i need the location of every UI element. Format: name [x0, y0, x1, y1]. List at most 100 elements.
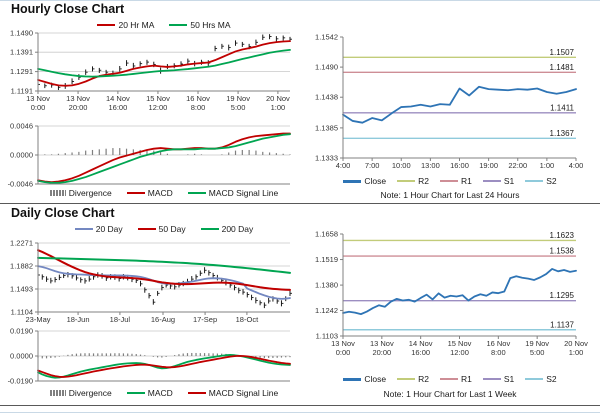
- legend-label: S1: [503, 374, 515, 384]
- svg-text:1.1481: 1.1481: [550, 63, 575, 72]
- svg-text:1.1490: 1.1490: [10, 29, 33, 38]
- weekly-pivot-note: Note: 1 Hour Chart for Last 1 Week: [383, 389, 517, 399]
- svg-text:1:00: 1:00: [271, 103, 286, 112]
- svg-text:1.1367: 1.1367: [550, 129, 575, 138]
- legend-label: S2: [546, 374, 557, 384]
- line-swatch: [525, 378, 544, 380]
- svg-text:5:00: 5:00: [231, 103, 246, 112]
- svg-text:1.1137: 1.1137: [550, 320, 574, 329]
- svg-text:16-Aug: 16-Aug: [151, 315, 175, 324]
- svg-text:13 Nov: 13 Nov: [331, 339, 355, 348]
- svg-text:1.1519: 1.1519: [315, 255, 338, 264]
- legend-label: Close: [364, 176, 387, 186]
- svg-text:16 Nov: 16 Nov: [186, 94, 210, 103]
- legend-item: Close: [343, 176, 386, 186]
- legend-label: S1: [503, 176, 515, 186]
- svg-text:16:00: 16:00: [411, 348, 430, 357]
- legend-label: MACD: [147, 188, 173, 198]
- svg-text:1.1411: 1.1411: [550, 103, 574, 112]
- legend-item: 20 Day: [74, 224, 123, 234]
- svg-text:1.1104: 1.1104: [11, 308, 33, 317]
- svg-text:18-Oct: 18-Oct: [236, 315, 259, 324]
- svg-text:12:00: 12:00: [149, 103, 168, 112]
- svg-text:-0.0046: -0.0046: [8, 180, 33, 189]
- svg-text:19 Nov: 19 Nov: [226, 94, 250, 103]
- svg-text:18-Jul: 18-Jul: [110, 315, 131, 324]
- legend-label: 20 Hr MA: [118, 20, 155, 30]
- svg-text:19 Nov: 19 Nov: [525, 339, 549, 348]
- line-swatch: [439, 378, 458, 380]
- hourly-macd-chart: 0.0046 0.0000 -0.0046: [8, 122, 291, 189]
- legend-item: Divergence: [49, 188, 112, 198]
- svg-text:1.1291: 1.1291: [10, 67, 33, 76]
- line-swatch: [397, 378, 416, 380]
- svg-text:1.1490: 1.1490: [315, 63, 338, 72]
- divergence-bars-swatch: [49, 390, 66, 396]
- legend-label: 50 Hrs MA: [190, 20, 231, 30]
- svg-text:13 Nov: 13 Nov: [370, 339, 394, 348]
- svg-text:15 Nov: 15 Nov: [448, 339, 472, 348]
- svg-text:17-Sep: 17-Sep: [193, 315, 217, 324]
- svg-text:0:00: 0:00: [336, 348, 351, 357]
- svg-text:20 Nov: 20 Nov: [266, 94, 290, 103]
- legend-label: Divergence: [68, 388, 112, 398]
- legend-item: R2: [397, 374, 429, 384]
- svg-text:14 Nov: 14 Nov: [409, 339, 433, 348]
- daily-macd-chart: 0.0190 0.0000 -0.0190: [8, 327, 291, 386]
- svg-text:16:00: 16:00: [450, 161, 469, 170]
- svg-text:1.1380: 1.1380: [315, 281, 338, 290]
- legend-item: R1: [439, 374, 472, 384]
- svg-text:4:00: 4:00: [336, 161, 351, 170]
- svg-text:1.1191: 1.1191: [11, 87, 33, 96]
- svg-text:14 Nov: 14 Nov: [106, 94, 130, 103]
- legend-item: 50 Day: [137, 224, 186, 234]
- svg-text:20:00: 20:00: [372, 348, 391, 357]
- svg-text:7:00: 7:00: [365, 161, 380, 170]
- legend-label: S2: [546, 176, 557, 186]
- legend-item: Close: [343, 374, 386, 384]
- legend-item: 20 Hr MA: [97, 20, 154, 30]
- svg-text:0.0000: 0.0000: [10, 352, 33, 361]
- line-swatch: [187, 392, 206, 394]
- svg-text:18-Jun: 18-Jun: [67, 315, 90, 324]
- svg-text:0.0046: 0.0046: [10, 122, 33, 131]
- svg-text:1.1103: 1.1103: [316, 332, 338, 341]
- bottom-divider: [0, 405, 600, 406]
- legend-item: 200 Day: [200, 224, 254, 234]
- svg-text:1.2271: 1.2271: [10, 239, 33, 248]
- svg-text:8:00: 8:00: [491, 348, 506, 357]
- legend-label: 200 Day: [221, 224, 254, 234]
- line-swatch: [482, 180, 501, 182]
- daily-chart-title: Daily Close Chart: [11, 206, 115, 220]
- legend-item: S2: [525, 176, 557, 186]
- line-swatch: [200, 228, 219, 230]
- line-swatch: [343, 377, 362, 381]
- weekly-pivot-chart: 1.1658 1.1519 1.1380 1.1242 1.1103 1.1623 1.15…: [315, 230, 588, 358]
- svg-text:12:00: 12:00: [450, 348, 469, 357]
- svg-text:19:00: 19:00: [479, 161, 498, 170]
- svg-text:5:00: 5:00: [530, 348, 545, 357]
- svg-text:1.1658: 1.1658: [315, 230, 338, 239]
- legend-label: R2: [418, 374, 429, 384]
- legend-item: R2: [397, 176, 429, 186]
- svg-text:1.1242: 1.1242: [315, 306, 338, 315]
- svg-text:4:00: 4:00: [569, 161, 584, 170]
- svg-text:1.1438: 1.1438: [315, 93, 338, 102]
- legend-label: 50 Day: [158, 224, 186, 234]
- line-swatch: [343, 179, 362, 183]
- svg-text:22:00: 22:00: [508, 161, 527, 170]
- svg-text:1.1542: 1.1542: [315, 33, 338, 42]
- svg-text:16:00: 16:00: [108, 103, 127, 112]
- svg-text:13 Nov: 13 Nov: [66, 94, 90, 103]
- svg-text:0.0000: 0.0000: [10, 151, 33, 160]
- svg-text:20:00: 20:00: [69, 103, 88, 112]
- svg-text:1.1333: 1.1333: [315, 154, 338, 163]
- divergence-bars-swatch: [49, 190, 66, 196]
- svg-text:1.1385: 1.1385: [315, 123, 338, 132]
- svg-text:1.1507: 1.1507: [550, 48, 575, 57]
- legend-item: S2: [525, 374, 557, 384]
- svg-text:-0.0190: -0.0190: [8, 377, 33, 386]
